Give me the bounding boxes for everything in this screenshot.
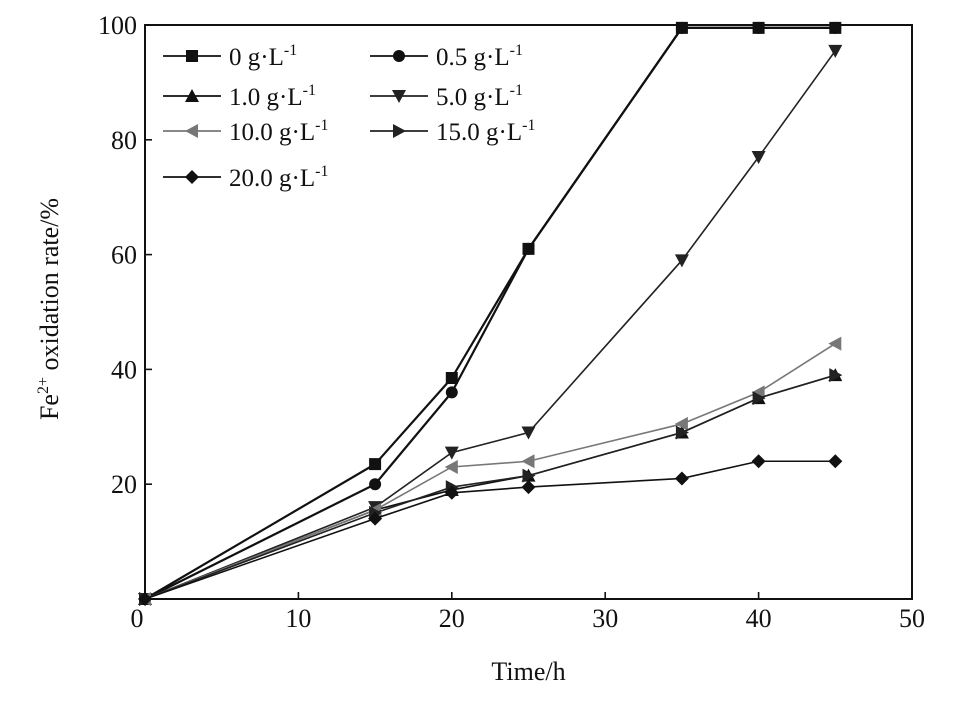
axes: 0 10 20 30 40 50 20 40 60 80 100 [98, 11, 925, 633]
data-point [674, 416, 688, 431]
legend-entry: 10.0 g·L-1 [163, 117, 328, 146]
data-point [445, 372, 458, 385]
x-tick-label: 10 [285, 604, 311, 633]
data-point [522, 242, 535, 255]
legend-label: 15.0 g·L-1 [436, 117, 535, 146]
legend-entry: 0.5 g·L-1 [370, 42, 523, 71]
legend-entry: 20.0 g·L-1 [163, 163, 328, 192]
data-point [675, 425, 689, 440]
data-point [675, 21, 688, 34]
data-point [444, 446, 459, 460]
series-5 [138, 336, 842, 606]
y-axis-title: Fe2+ oxidation rate/% [35, 198, 64, 420]
data-point [674, 471, 689, 486]
y-axis-title-rest: oxidation rate/% [35, 198, 64, 377]
data-point [521, 480, 536, 495]
legend: 0 g·L-1 0.5 g·L-1 1.0 g·L-1 5.0 g·L-1 10.0 g… [163, 42, 535, 192]
x-tick-label: 0 [131, 604, 144, 633]
series-line [144, 374, 836, 600]
data-point [369, 458, 382, 471]
plot-frame [144, 24, 913, 600]
y-tick-label: 60 [111, 241, 137, 270]
legend-label: 20.0 g·L-1 [229, 163, 328, 192]
series-7 [138, 454, 843, 606]
data-point [674, 254, 689, 268]
y-tick-label: 20 [111, 470, 137, 499]
data-point [751, 454, 766, 469]
series-6 [139, 368, 843, 606]
legend-entry: 0 g·L-1 [163, 42, 297, 71]
data-point [444, 485, 459, 500]
data-point [829, 368, 843, 383]
data-point [138, 592, 152, 606]
data-point [369, 478, 382, 491]
y-tick-label: 100 [98, 11, 137, 40]
x-axis-title: Time/h [491, 657, 565, 686]
legend-marker [393, 124, 406, 138]
y-tick-label: 80 [111, 126, 137, 155]
series-layer [138, 21, 843, 606]
data-point [828, 336, 842, 351]
legend-label: 10.0 g·L-1 [229, 117, 328, 146]
data-point [368, 511, 383, 526]
series-3 [138, 368, 843, 605]
data-point [828, 454, 843, 469]
data-point [521, 454, 535, 469]
series-line [144, 26, 836, 600]
legend-label: 1.0 g·L-1 [229, 82, 316, 111]
legend-label: 0.5 g·L-1 [436, 42, 523, 71]
x-tick-label: 30 [592, 604, 618, 633]
y-tick-label: 40 [111, 355, 137, 384]
legend-label: 0 g·L-1 [229, 42, 297, 71]
plot-area [144, 24, 913, 600]
legend-entry: 15.0 g·L-1 [370, 117, 535, 146]
data-point [445, 386, 458, 399]
y-axis-title-sup: 2+ [35, 377, 52, 394]
legend-marker [185, 89, 199, 102]
legend-marker [393, 50, 405, 62]
legend-marker [186, 50, 198, 62]
legend-marker [185, 124, 198, 138]
y-axis-title-base: Fe [35, 394, 64, 420]
data-point [752, 391, 766, 406]
series-line [144, 374, 836, 600]
x-tick-label: 20 [439, 604, 465, 633]
data-point [444, 459, 458, 474]
legend-entry: 5.0 g·L-1 [370, 82, 523, 111]
x-tick-label: 40 [746, 604, 772, 633]
data-point [752, 21, 765, 34]
data-point [751, 151, 766, 165]
legend-marker [185, 170, 199, 184]
data-point [522, 468, 536, 483]
data-point [828, 44, 843, 58]
data-point [829, 21, 842, 34]
legend-entry: 1.0 g·L-1 [163, 82, 316, 111]
x-tick-label: 50 [899, 604, 925, 633]
data-point [521, 426, 536, 440]
legend-label: 5.0 g·L-1 [436, 82, 523, 111]
legend-marker [392, 90, 406, 103]
